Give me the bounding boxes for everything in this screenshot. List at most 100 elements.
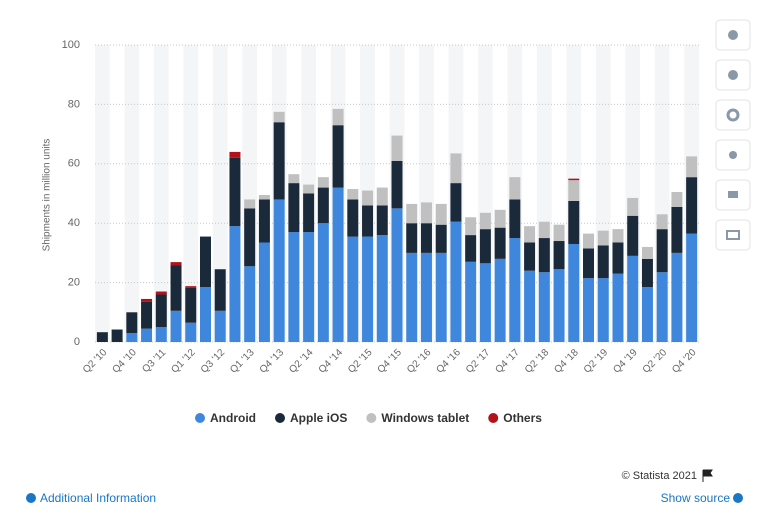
bar-segment <box>214 310 226 342</box>
settings-button[interactable] <box>715 99 751 131</box>
y-tick-label: 80 <box>68 98 80 110</box>
bar-segment <box>450 183 462 222</box>
x-tick-label: Q4 '19 <box>611 347 640 376</box>
bar-segment <box>568 178 580 181</box>
x-tick-label: Q2 '14 <box>287 347 316 376</box>
bar-segment <box>347 189 359 200</box>
x-tick-label: Q4 '17 <box>493 347 522 376</box>
bar-segment <box>553 269 565 342</box>
bar-segment <box>229 226 241 342</box>
bar-segment <box>479 212 491 230</box>
bar-segment <box>583 278 595 342</box>
bar-segment <box>155 291 167 295</box>
bar-segment <box>288 232 300 342</box>
bar-segment <box>376 205 388 236</box>
legend-label: Android <box>210 411 256 425</box>
bar-segment <box>170 262 182 266</box>
y-tick-label: 20 <box>68 277 80 289</box>
x-tick-label: Q4 '13 <box>258 347 287 376</box>
y-tick-label: 100 <box>62 39 80 51</box>
bar-segment <box>597 245 609 279</box>
bar-segment <box>509 199 521 239</box>
bar-segment <box>141 298 153 302</box>
bar-segment <box>332 125 344 188</box>
bar-segment <box>686 233 698 342</box>
share-icon <box>729 151 737 159</box>
bar-segment <box>391 160 403 209</box>
bar-segment <box>494 209 506 228</box>
bar-segment <box>317 177 329 188</box>
bar-segment <box>568 200 580 244</box>
bar-segment <box>303 184 315 194</box>
background-stripe <box>95 45 110 342</box>
bar-segment <box>229 151 241 158</box>
bar-segment <box>568 180 580 201</box>
additional-info-link[interactable]: Additional Information <box>26 491 156 505</box>
bar-segment <box>479 263 491 342</box>
bar-segment <box>494 227 506 259</box>
bar-segment <box>568 243 580 342</box>
bar-segment <box>509 177 521 200</box>
bar-segment <box>317 223 329 342</box>
bar-segment <box>641 287 653 342</box>
legend-swatch <box>366 413 377 423</box>
bar-segment <box>494 258 506 342</box>
x-tick-label: Q4 '15 <box>376 347 405 376</box>
x-tick-label: Q4 '16 <box>435 347 464 376</box>
x-tick-label: Q4 '14 <box>317 347 346 376</box>
bar-segment <box>288 174 300 184</box>
bar-segment <box>435 252 447 342</box>
legend-label: Windows tablet <box>381 411 469 425</box>
bar-segment <box>258 242 270 342</box>
x-tick-label: Q2 '20 <box>641 347 670 376</box>
bar-segment <box>450 153 462 184</box>
y-tick-label: 40 <box>68 217 80 229</box>
x-tick-label: Q1 '12 <box>169 347 198 376</box>
bar-segment <box>627 255 639 342</box>
bar-segment <box>435 203 447 225</box>
flag-icon <box>702 469 713 482</box>
info-icon <box>26 493 36 503</box>
bar-segment <box>627 215 639 256</box>
bar-segment <box>391 135 403 161</box>
x-tick-label: Q3 '12 <box>199 347 228 376</box>
background-stripe <box>183 45 199 342</box>
bar-segment <box>126 333 138 342</box>
bar-segment <box>376 235 388 342</box>
quote-icon <box>728 191 738 198</box>
x-tick-label: Q2 '17 <box>464 347 493 376</box>
bar-segment <box>96 332 108 342</box>
y-tick-label: 60 <box>68 158 80 170</box>
bar-segment <box>332 187 344 342</box>
bar-segment <box>479 229 491 264</box>
bar-segment <box>258 199 270 243</box>
print-button[interactable] <box>715 219 751 251</box>
bar-segment <box>656 272 668 342</box>
show-source[interactable]: Show source <box>661 491 731 505</box>
bar-segment <box>332 108 344 126</box>
legend-label: Apple iOS <box>290 411 347 425</box>
bar-segment <box>627 197 639 216</box>
x-tick-label: Q4 '10 <box>110 347 139 376</box>
bar-segment <box>524 270 536 342</box>
bar-segment <box>347 236 359 342</box>
bar-segment <box>524 226 536 243</box>
bar-segment <box>450 221 462 342</box>
additional-info[interactable]: Additional Information <box>40 491 156 505</box>
x-tick-label: Q2 '18 <box>523 347 552 376</box>
background-stripe <box>212 45 228 342</box>
bar-segment <box>553 241 565 270</box>
bar-segment <box>406 252 418 342</box>
x-tick-label: Q2 '16 <box>405 347 434 376</box>
bar-segment <box>465 235 477 262</box>
x-tick-label: Q1 '13 <box>228 347 257 376</box>
x-tick-label: Q2 '19 <box>582 347 611 376</box>
bar-segment <box>656 229 668 273</box>
bar-segment <box>214 269 226 311</box>
bar-segment <box>170 265 182 311</box>
show-source-link[interactable]: Show source <box>661 491 743 505</box>
bar-segment <box>538 272 550 342</box>
bar-segment <box>273 199 285 342</box>
bar-segment <box>170 310 182 342</box>
